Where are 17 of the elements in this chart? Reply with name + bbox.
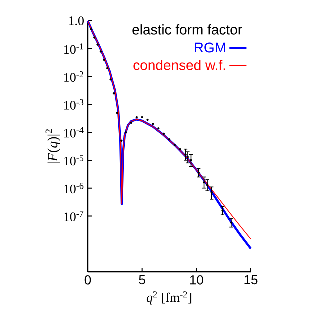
legend-title: elastic form factor <box>132 24 242 35</box>
y-tick-label: 10$^{-5}$ <box>64 155 84 166</box>
y-tick-label: 1.0 <box>69 16 84 26</box>
x-tick-label: 15 <box>244 276 258 285</box>
y-tick-label: 10$^{-6}$ <box>64 183 84 194</box>
x-tick-label: 0 <box>84 276 92 285</box>
legend-label: condensed w.f. <box>134 60 226 70</box>
x-tick-label: 10 <box>190 276 204 285</box>
y-tick-label: 10$^{-3}$ <box>64 99 84 110</box>
y-tick-label: 10$^{-7}$ <box>64 211 84 222</box>
x-tick-label: 5 <box>139 276 146 285</box>
y-tick-label: 10$^{-4}$ <box>64 127 84 138</box>
y-tick-label: 10$^{-1}$ <box>64 44 84 54</box>
y-tick-label: 10$^{-2}$ <box>64 72 84 82</box>
legend-label: RGM <box>195 42 226 53</box>
x-axis-title: q$^{2}$ [fm$^{-2}$] <box>146 292 192 305</box>
y-axis-title: |F(q)|$^{2}$ <box>46 130 61 164</box>
